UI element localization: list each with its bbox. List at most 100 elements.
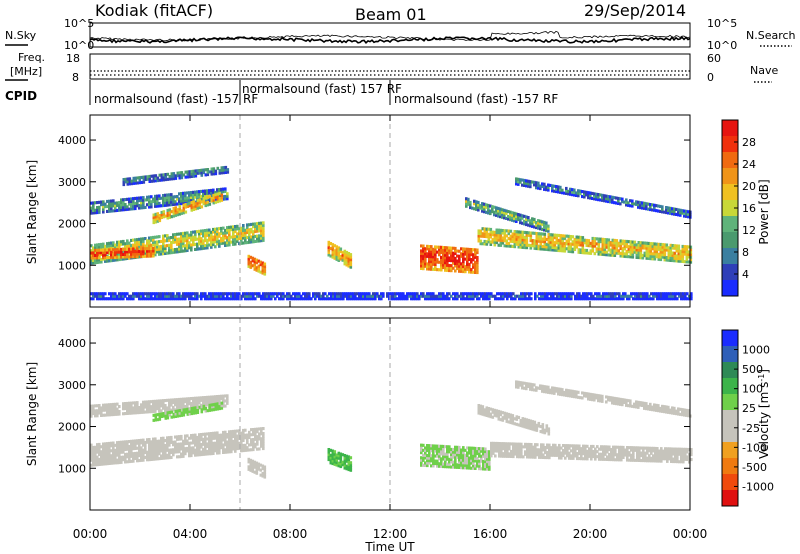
heatmap-cell	[190, 297, 193, 301]
heatmap-cell	[206, 444, 209, 448]
heatmap-cell	[588, 297, 591, 301]
heatmap-cell	[228, 445, 231, 449]
heatmap-cell	[338, 294, 341, 298]
heatmap-cell	[230, 442, 233, 446]
heatmap-cell	[252, 430, 255, 434]
heatmap-cell	[158, 245, 161, 249]
heatmap-cell	[150, 236, 153, 240]
heatmap-cell	[318, 294, 321, 298]
heatmap-cell	[615, 246, 619, 250]
heatmap-cell	[627, 250, 631, 254]
heatmap-cell	[547, 186, 550, 190]
heatmap-cell	[472, 258, 475, 262]
heatmap-cell	[510, 449, 513, 453]
heatmap-cell	[685, 252, 689, 256]
heatmap-cell	[539, 232, 543, 236]
heatmap-cell	[442, 261, 445, 265]
heatmap-cell	[402, 292, 405, 296]
heatmap-cell	[519, 243, 523, 247]
heatmap-cell	[444, 256, 447, 260]
heatmap-cell	[156, 219, 160, 223]
heatmap-cell	[168, 294, 171, 298]
heatmap-cell	[529, 236, 533, 240]
heatmap-cell	[258, 226, 261, 230]
heatmap-cell	[639, 241, 643, 245]
heatmap-cell	[438, 260, 441, 264]
heatmap-cell	[518, 450, 521, 454]
heatmap-cell	[498, 292, 501, 296]
heatmap-cell	[156, 449, 159, 453]
heatmap-cell	[509, 213, 512, 217]
heatmap-cell	[617, 201, 620, 205]
heatmap-cell	[146, 458, 149, 462]
heatmap-cell	[464, 461, 467, 465]
heatmap-cell	[262, 447, 265, 451]
heatmap-cell	[208, 437, 211, 441]
heatmap-cell	[146, 455, 149, 459]
heatmap-cell	[669, 248, 673, 252]
heatmap-cell	[164, 214, 168, 218]
heatmap-cell	[500, 454, 503, 458]
heatmap-cell	[124, 257, 127, 261]
heatmap-cell	[266, 297, 269, 301]
heatmap-cell	[678, 294, 681, 298]
heatmap-cell	[148, 448, 151, 452]
heatmap-cell	[150, 252, 153, 256]
heatmap-cell	[132, 243, 135, 247]
heatmap-cell	[130, 452, 133, 456]
heatmap-cell	[174, 435, 177, 439]
heatmap-cell	[518, 294, 521, 298]
heatmap-cell	[214, 232, 217, 236]
heatmap-cell	[466, 451, 469, 455]
heatmap-cell	[116, 203, 119, 207]
heatmap-cell	[611, 243, 615, 247]
heatmap-cell	[647, 254, 651, 258]
heatmap-cell	[92, 407, 95, 411]
heatmap-cell	[613, 238, 617, 242]
heatmap-cell	[158, 452, 161, 456]
heatmap-cell	[557, 249, 561, 253]
heatmap-cell	[653, 257, 657, 261]
heatmap-cell	[456, 267, 459, 271]
heatmap-cell	[122, 198, 125, 202]
heatmap-cell	[116, 240, 119, 244]
heatmap-cell	[643, 246, 647, 250]
heatmap-cell	[190, 294, 193, 298]
heatmap-cell	[626, 297, 629, 301]
heatmap-cell	[432, 464, 435, 468]
heatmap-cell	[450, 457, 453, 461]
heatmap-cell	[679, 249, 683, 253]
heatmap-cell	[260, 437, 263, 441]
heatmap-cell	[134, 446, 137, 450]
heatmap-cell	[112, 248, 115, 252]
heatmap-cell	[150, 455, 153, 459]
heatmap-cell	[178, 405, 181, 409]
heatmap-cell	[474, 446, 477, 450]
heatmap-cell	[250, 292, 253, 296]
heatmap-cell	[462, 451, 465, 455]
heatmap-cell	[460, 448, 463, 452]
heatmap-cell	[172, 405, 175, 409]
heatmap-cell	[172, 174, 176, 178]
heatmap-cell	[160, 399, 163, 403]
heatmap-cell	[538, 292, 541, 296]
heatmap-cell	[220, 433, 223, 437]
heatmap-cell	[478, 452, 481, 456]
heatmap-cell	[168, 177, 172, 181]
heatmap-cell	[406, 297, 409, 301]
heatmap-cell	[224, 394, 227, 398]
heatmap-cell	[468, 270, 471, 274]
heatmap-cell	[210, 442, 213, 446]
heatmap-cell	[242, 438, 245, 442]
heatmap-cell	[194, 190, 197, 194]
heatmap-cell	[236, 232, 239, 236]
heatmap-cell	[162, 234, 165, 238]
heatmap-cell	[170, 210, 174, 214]
heatmap-cell	[246, 292, 249, 296]
heatmap-cell	[337, 461, 341, 465]
heatmap-cell	[583, 238, 587, 242]
heatmap-cell	[679, 211, 682, 215]
heatmap-cell	[188, 196, 191, 200]
heatmap-cell	[345, 260, 349, 264]
heatmap-cell	[333, 452, 337, 456]
